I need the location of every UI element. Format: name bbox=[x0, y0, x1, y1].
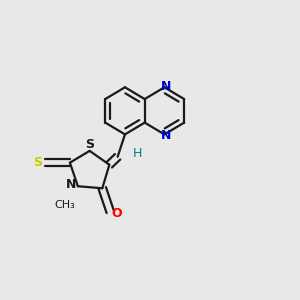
Text: N: N bbox=[160, 129, 171, 142]
Text: N: N bbox=[66, 178, 76, 191]
Text: S: S bbox=[85, 138, 94, 151]
Text: O: O bbox=[111, 207, 122, 220]
Text: N: N bbox=[160, 80, 171, 93]
Text: S: S bbox=[33, 156, 42, 169]
Text: CH₃: CH₃ bbox=[54, 200, 75, 210]
Text: H: H bbox=[133, 147, 142, 160]
